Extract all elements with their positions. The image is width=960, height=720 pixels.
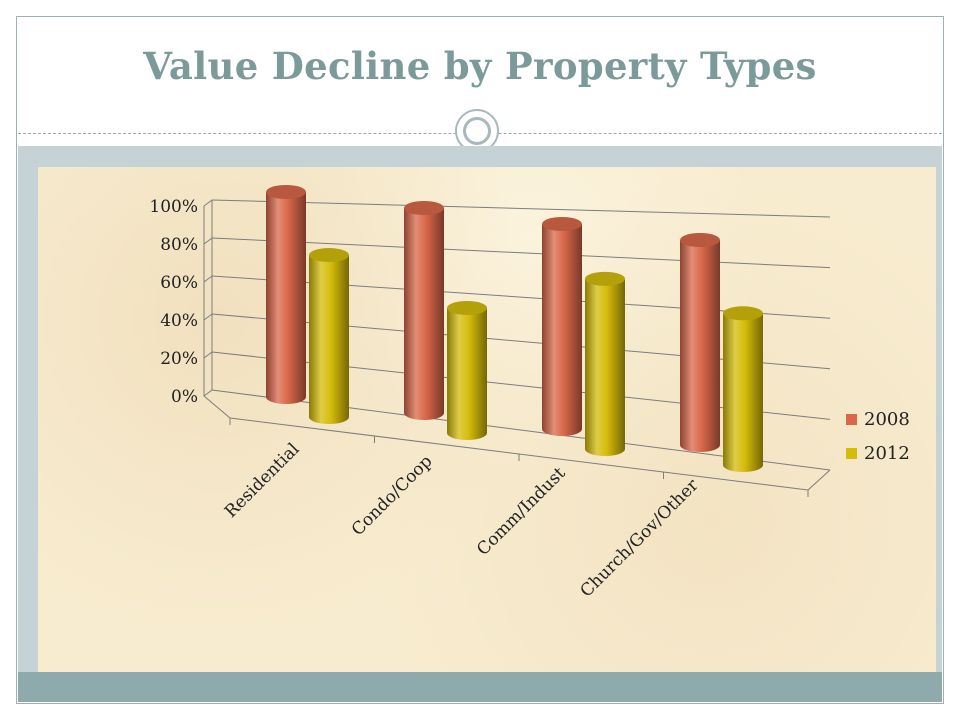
bar-body (723, 313, 763, 472)
chart-area: 0% 20% 40% 60% 80% 100% Residential Condo/Coop… (38, 167, 936, 672)
bar-body (680, 240, 720, 452)
bar-body (404, 208, 444, 420)
bar-2008-Residential (266, 185, 306, 404)
footer-band (18, 672, 942, 702)
bar-body (309, 255, 349, 424)
bar-top (723, 306, 763, 321)
bars-layer (266, 185, 763, 472)
x-category-label: Residential (221, 439, 304, 522)
label-layer: Residential Condo/Coop Comm/Indust Church/G… (221, 439, 703, 601)
axis-layer: 0% 20% 40% 60% 80% 100% (149, 197, 831, 497)
y-tick-label: 100% (149, 197, 198, 217)
bar-top (404, 201, 444, 215)
gridline-left-wall (203, 351, 213, 359)
bar-top (680, 233, 720, 247)
bar-2008-Condo/Coop (404, 201, 444, 420)
y-tick-label: 80% (160, 235, 198, 255)
bar-top (447, 300, 487, 315)
legend-swatch (846, 448, 857, 459)
gridline (211, 237, 831, 269)
floor-right-edge (807, 469, 831, 491)
x-category-label: Condo/Coop (348, 451, 437, 540)
bar-body (266, 192, 306, 404)
bar-top (309, 248, 349, 263)
bar-body (585, 278, 625, 456)
bar-top (542, 217, 582, 231)
gridline-left-wall (203, 199, 213, 207)
gridline (211, 199, 831, 218)
legend-label: 2008 (864, 409, 910, 430)
bar-2012-Comm/Indust (585, 271, 625, 456)
y-tick-label: 60% (160, 273, 198, 293)
bar-2012-Condo/Coop (447, 300, 487, 440)
x-category-label: Comm/Indust (473, 463, 569, 559)
legend-label: 2012 (864, 443, 910, 464)
legend-swatch (846, 414, 857, 425)
y-tick-label: 20% (160, 349, 198, 369)
bar-body (447, 307, 487, 440)
floor-left-edge (203, 395, 231, 419)
bar-2008-Church/Gov/Other (680, 233, 720, 452)
circle-ornament-inner (463, 117, 491, 145)
gridline-left-wall (203, 237, 213, 245)
bar-body (542, 224, 582, 436)
bar-2008-Comm/Indust (542, 217, 582, 436)
legend-layer: 2008 2012 (846, 409, 910, 464)
bar-top (266, 185, 306, 199)
gridline-left-wall (203, 389, 213, 397)
bar-top (585, 271, 625, 286)
bar-2012-Residential (309, 248, 349, 424)
chart-svg: 0% 20% 40% 60% 80% 100% Residential Condo/Coop… (149, 185, 910, 601)
gridline-left-wall (203, 313, 213, 321)
slide-title: Value Decline by Property Types (143, 44, 817, 88)
y-tick-label: 40% (160, 311, 198, 331)
x-category-label: Church/Gov/Other (576, 475, 703, 602)
gridline-left-wall (203, 275, 213, 283)
bar-2012-Church/Gov/Other (723, 306, 763, 472)
y-tick-label: 0% (171, 387, 198, 407)
